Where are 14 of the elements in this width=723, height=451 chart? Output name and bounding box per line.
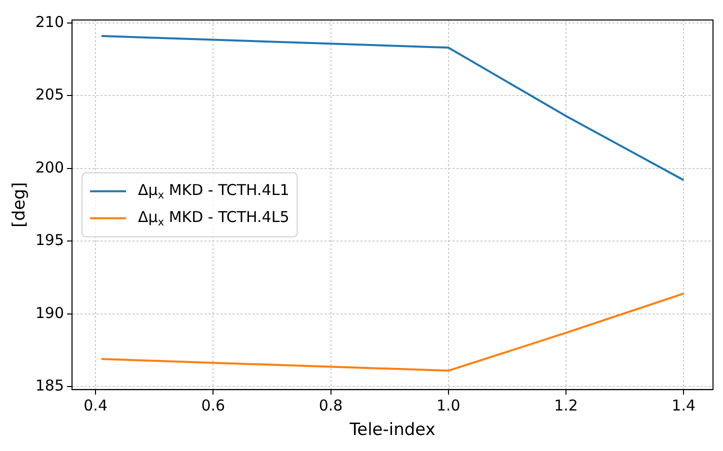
x-tick-label: 1.2	[554, 396, 578, 414]
x-tick-label: 1.0	[436, 396, 460, 414]
x-tick-label: 0.8	[318, 396, 343, 414]
y-tick-label: 200	[35, 158, 64, 176]
y-axis-title: [deg]	[10, 182, 30, 228]
x-tick-label: 0.6	[201, 396, 226, 414]
y-tick-label: 205	[35, 86, 64, 104]
y-tick-label: 185	[35, 376, 64, 395]
y-tick-label: 195	[35, 231, 64, 250]
x-tick-label: 0.4	[84, 396, 108, 414]
x-tick-label: 1.4	[672, 396, 696, 414]
y-tick-label: 190	[35, 304, 64, 322]
y-tick-label: 210	[35, 12, 64, 31]
x-axis-title: Tele-index	[348, 420, 436, 440]
